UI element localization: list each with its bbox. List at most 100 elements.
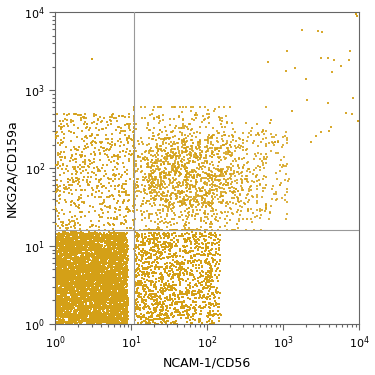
Point — [53, 238, 59, 244]
Point — [178, 201, 184, 207]
Point — [105, 305, 111, 311]
Point — [104, 194, 110, 200]
Point — [54, 289, 60, 295]
Point — [65, 168, 71, 174]
Point — [100, 145, 106, 151]
Point — [80, 294, 86, 300]
Point — [169, 155, 175, 161]
Point — [254, 200, 260, 206]
Point — [206, 276, 212, 282]
Point — [116, 267, 122, 273]
Point — [67, 298, 73, 304]
Point — [213, 290, 219, 296]
Point — [66, 260, 72, 266]
Point — [228, 181, 234, 187]
Point — [131, 208, 137, 214]
Point — [162, 261, 168, 267]
Point — [68, 231, 74, 237]
Point — [67, 309, 73, 315]
Point — [54, 279, 60, 285]
Point — [207, 271, 213, 277]
Point — [239, 179, 245, 185]
Point — [64, 288, 70, 294]
Point — [55, 302, 61, 308]
Point — [79, 153, 85, 159]
Point — [80, 302, 86, 307]
Point — [111, 242, 117, 248]
Point — [188, 142, 194, 148]
Point — [98, 285, 104, 291]
Point — [112, 237, 118, 243]
Point — [105, 272, 111, 278]
Point — [106, 303, 112, 309]
Point — [110, 287, 116, 293]
Point — [115, 294, 121, 300]
Point — [82, 240, 88, 246]
Point — [122, 281, 128, 287]
Point — [90, 296, 96, 302]
Point — [75, 316, 81, 322]
Point — [96, 283, 102, 289]
Point — [153, 308, 159, 314]
Point — [71, 275, 77, 281]
Point — [82, 252, 88, 258]
Point — [123, 311, 129, 317]
Point — [120, 285, 126, 291]
Point — [185, 260, 191, 266]
Point — [80, 232, 86, 238]
Point — [158, 289, 164, 295]
Point — [63, 287, 69, 293]
Point — [102, 203, 108, 209]
Point — [60, 319, 66, 325]
Point — [64, 236, 70, 242]
Point — [196, 227, 202, 233]
Point — [106, 270, 112, 276]
Point — [139, 116, 145, 122]
Point — [162, 249, 168, 255]
Point — [132, 317, 138, 323]
Point — [60, 282, 66, 288]
Point — [86, 229, 92, 235]
Point — [66, 282, 72, 288]
Point — [164, 239, 170, 245]
Point — [74, 245, 80, 251]
Point — [112, 279, 118, 285]
Point — [104, 146, 110, 152]
Point — [114, 257, 120, 263]
Point — [106, 292, 112, 298]
Point — [117, 207, 123, 213]
Point — [58, 318, 64, 324]
Point — [63, 247, 69, 253]
Point — [98, 247, 104, 253]
Point — [100, 294, 106, 300]
Point — [219, 193, 225, 199]
Point — [190, 305, 196, 311]
Point — [72, 246, 78, 252]
Point — [88, 191, 94, 197]
Point — [148, 227, 154, 233]
Point — [139, 168, 145, 174]
Point — [111, 304, 117, 310]
Point — [206, 283, 212, 289]
Point — [109, 289, 115, 295]
Point — [78, 319, 84, 325]
Point — [70, 294, 76, 300]
Point — [113, 292, 119, 298]
Point — [196, 145, 202, 151]
Point — [96, 280, 102, 286]
Point — [73, 278, 79, 284]
Point — [177, 272, 183, 278]
Point — [75, 306, 81, 312]
Point — [146, 148, 152, 154]
Point — [96, 279, 102, 285]
Point — [213, 232, 219, 238]
Point — [96, 241, 102, 247]
Point — [116, 232, 122, 238]
Point — [101, 309, 107, 315]
Point — [112, 142, 118, 148]
Point — [71, 298, 77, 304]
Point — [174, 167, 180, 173]
Point — [103, 272, 109, 278]
Point — [116, 291, 122, 297]
Point — [161, 230, 167, 236]
